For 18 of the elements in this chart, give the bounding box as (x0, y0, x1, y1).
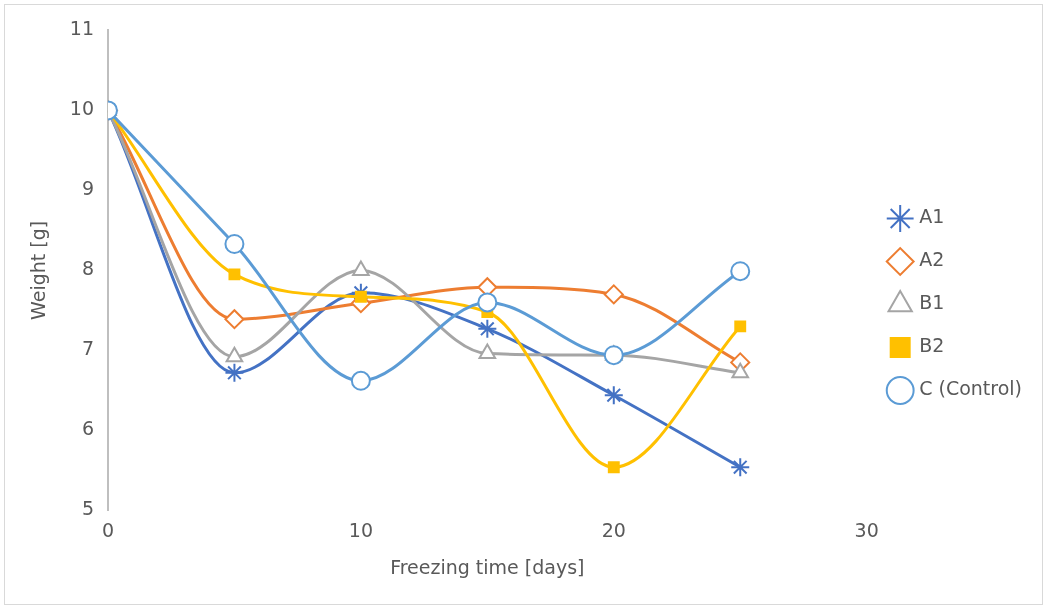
x-axis-title: Freezing time [days] (390, 555, 585, 578)
x-tick-label: 30 (854, 518, 879, 541)
legend-label: A2 (919, 248, 945, 271)
y-axis-title: Weight [g] (27, 220, 50, 320)
y-tick-label: 7 (81, 337, 94, 360)
legend-label: B2 (919, 334, 945, 357)
y-tick-label: 5 (81, 497, 94, 520)
y-tick-label: 9 (81, 177, 94, 200)
y-tick-label: 6 (81, 417, 94, 440)
y-tick-label: 10 (69, 97, 94, 120)
legend-label: C (Control) (919, 377, 1022, 400)
x-tick-label: 20 (601, 518, 626, 541)
y-tick-label: 8 (81, 257, 94, 280)
legend-label: B1 (919, 291, 945, 314)
x-tick-label: 0 (101, 518, 115, 541)
y-tick-label: 11 (69, 17, 94, 40)
x-tick-label: 10 (348, 518, 373, 541)
legend-label: A1 (919, 205, 945, 228)
